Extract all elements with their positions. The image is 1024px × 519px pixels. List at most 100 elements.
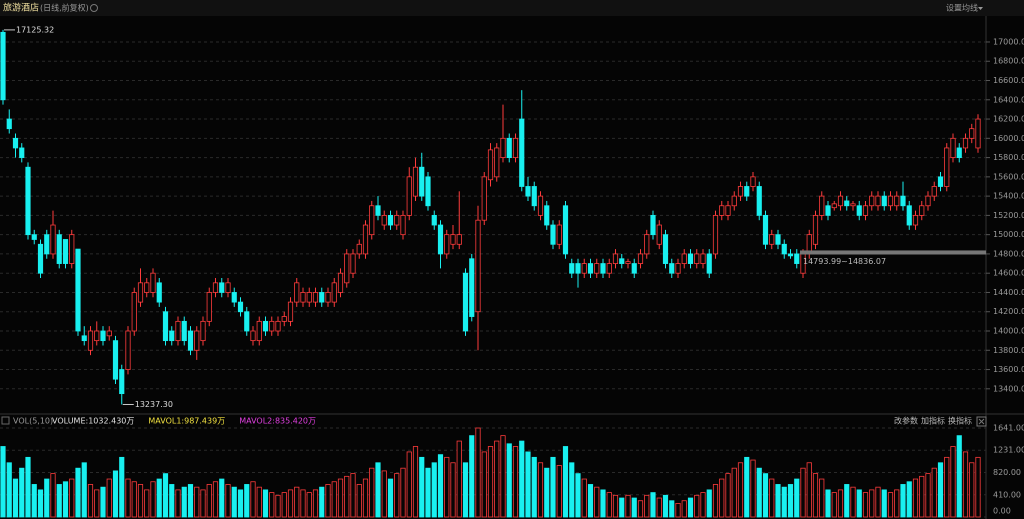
candle-body <box>925 195 931 207</box>
volume-bar <box>319 486 325 518</box>
volume-bar <box>256 486 262 518</box>
volume-bar <box>500 435 506 518</box>
candle-body <box>162 311 169 342</box>
ma-button[interactable]: 设置均线 <box>946 3 978 13</box>
candle-body <box>169 330 175 342</box>
volume-bar <box>844 484 850 518</box>
candle-body <box>650 214 656 236</box>
candle-body <box>144 282 150 293</box>
candle-body <box>869 195 875 207</box>
candle-body <box>794 253 800 264</box>
volume-bar <box>81 462 87 518</box>
volume-bar <box>350 473 356 518</box>
volume-bar <box>800 467 806 518</box>
candle-body <box>494 147 500 178</box>
volume-bar <box>556 465 562 518</box>
candle-body <box>762 214 769 245</box>
candle-body <box>469 258 475 317</box>
volume-bar <box>681 500 687 518</box>
candle-body <box>94 330 100 342</box>
candle-body <box>475 219 481 313</box>
volume-bar <box>644 494 650 518</box>
candle-body <box>525 186 531 197</box>
candle-body <box>275 320 281 332</box>
volume-bar <box>369 467 375 518</box>
low-label: 13237.30 <box>135 400 173 409</box>
candle-body <box>437 224 444 255</box>
volume-bar <box>250 481 256 518</box>
settings-icon[interactable] <box>90 4 98 12</box>
volume-bar <box>56 484 62 518</box>
volume-bar <box>212 481 219 518</box>
volume-bar <box>375 462 381 518</box>
candle-body <box>969 128 975 139</box>
candle-body <box>87 330 94 351</box>
volume-bar <box>812 473 819 518</box>
candle-body <box>619 258 625 264</box>
help-icon[interactable] <box>1 416 10 425</box>
candle-body <box>450 234 456 245</box>
candle-body <box>787 253 794 257</box>
candle-body <box>12 137 19 149</box>
volume-bar <box>819 478 825 518</box>
volume-bar <box>144 489 150 518</box>
candle-body <box>606 263 612 274</box>
candle-body <box>225 282 231 293</box>
candle-body <box>781 243 787 255</box>
candle-body <box>431 214 437 226</box>
volume-bar <box>456 440 462 518</box>
volume-bar <box>931 467 937 518</box>
volume-bar <box>619 497 625 518</box>
volume-bar <box>156 478 162 518</box>
candle-body <box>337 272 344 293</box>
volume-bar <box>356 484 362 518</box>
candle-body <box>744 186 750 197</box>
candle-body <box>25 166 31 236</box>
y-tick-label: 16600.00 <box>993 76 1024 85</box>
candle-body <box>200 320 206 342</box>
volume-bar <box>237 489 244 518</box>
volume-bar <box>606 492 612 518</box>
candle-body <box>294 282 300 303</box>
panel-button[interactable]: 改参数 <box>894 416 918 426</box>
volume-bar <box>937 462 944 518</box>
volume-bar <box>944 456 950 518</box>
volume-bar <box>275 494 281 518</box>
candle-body <box>231 292 237 303</box>
volume-bar <box>325 484 331 518</box>
volume-bar <box>712 484 719 518</box>
candle-body <box>862 205 869 216</box>
volume-bar <box>837 489 844 518</box>
candle-body <box>725 205 731 216</box>
volume-bar <box>162 473 169 518</box>
dropdown-arrow <box>978 7 983 10</box>
volume-bar <box>169 484 175 518</box>
candle-body <box>706 253 712 274</box>
volume-bar <box>862 492 869 518</box>
y-tick-label: 13600.00 <box>993 365 1024 374</box>
candle-body <box>56 234 62 264</box>
close-button[interactable] <box>976 416 987 427</box>
volume-bar <box>312 489 319 518</box>
panel-button[interactable]: 加指标 <box>921 416 945 426</box>
volume-bar <box>362 478 369 518</box>
volume-bar <box>537 462 544 518</box>
volume-bar <box>337 478 344 518</box>
candle-body <box>287 301 294 322</box>
volume-bar <box>462 462 469 518</box>
candle-body <box>156 282 162 303</box>
candle-body <box>500 137 506 158</box>
volume-bar <box>656 497 662 518</box>
candle-body <box>662 234 669 264</box>
volume-bar <box>494 440 500 518</box>
y-tick-label: 13800.00 <box>993 346 1024 355</box>
candle-body <box>956 147 962 158</box>
candle-body <box>306 292 312 303</box>
y-tick-label: 15600.00 <box>993 172 1024 181</box>
volume-bar <box>444 456 450 518</box>
volume-bar <box>137 484 144 518</box>
volume-bar <box>119 456 125 518</box>
candle-body <box>900 195 906 207</box>
panel-button[interactable]: 换指标 <box>948 416 972 426</box>
volume-bar <box>287 489 294 518</box>
